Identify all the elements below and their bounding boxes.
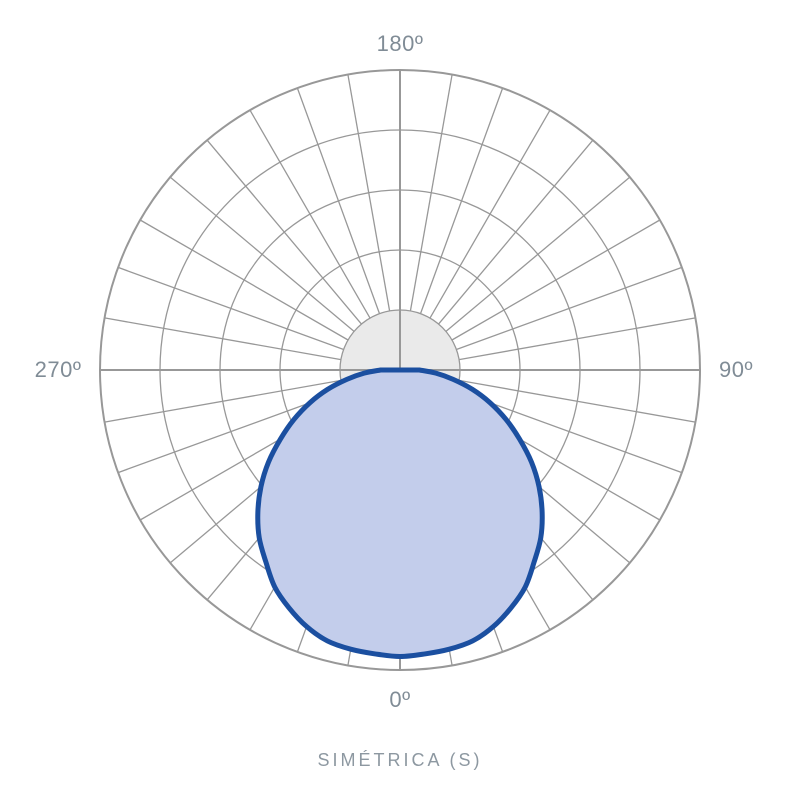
angle-label-270: 270º [35,357,82,383]
chart-caption: SIMÉTRICA (S) [317,750,482,771]
polar-chart-svg [0,0,800,800]
angle-label-90: 90º [719,357,753,383]
angle-label-180: 180º [377,31,424,57]
angle-label-0: 0º [389,687,410,713]
polar-chart-container: 180º 90º 0º 270º SIMÉTRICA (S) [0,0,800,800]
